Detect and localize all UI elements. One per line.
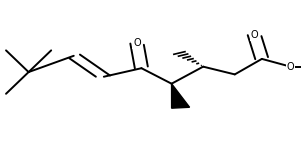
Text: O: O bbox=[133, 38, 141, 48]
Text: O: O bbox=[287, 62, 294, 72]
Text: O: O bbox=[250, 30, 258, 40]
Polygon shape bbox=[172, 84, 190, 108]
